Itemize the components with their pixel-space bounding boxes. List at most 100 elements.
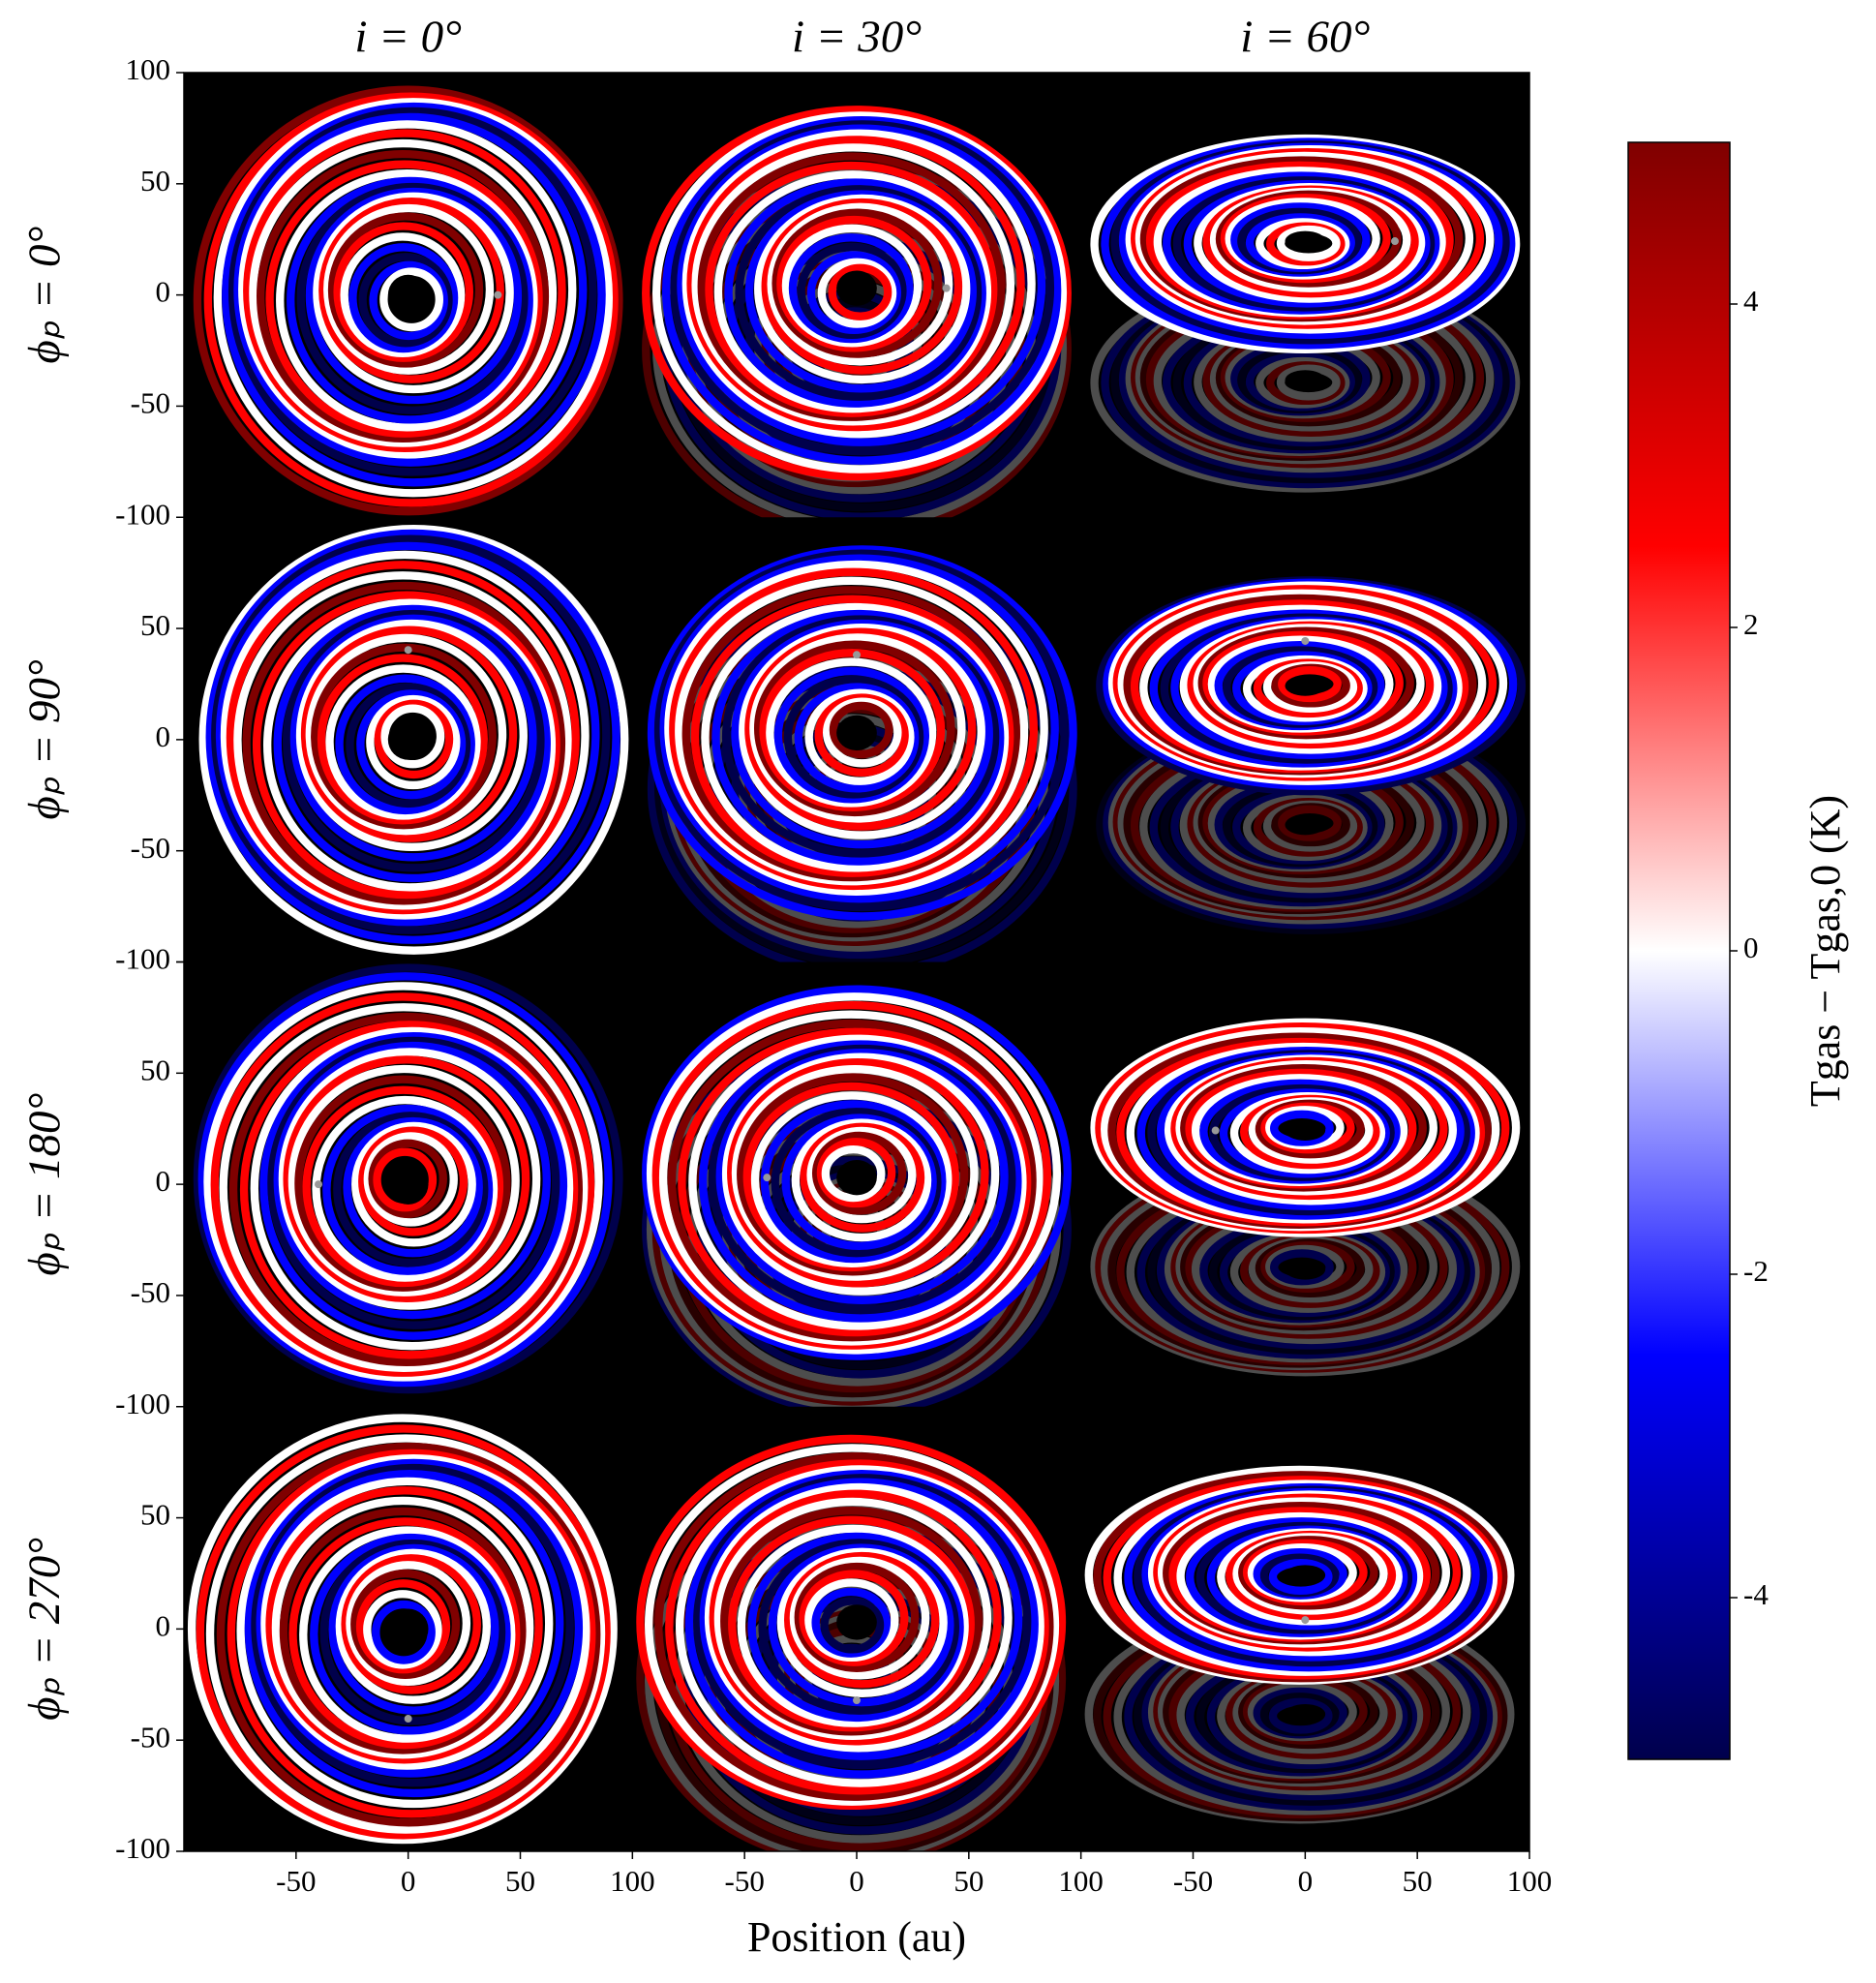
disk-ring [768, 1543, 954, 1707]
disk-ring [1242, 794, 1368, 862]
disk-ring [761, 198, 963, 375]
disk-ring [322, 1104, 494, 1275]
disk-ring [709, 1489, 1002, 1746]
disk-ring [711, 609, 1005, 866]
disk-ring [658, 1010, 1044, 1346]
planet [853, 651, 861, 659]
disk-ring [328, 1543, 499, 1715]
disk-panel [642, 985, 1072, 1407]
disk-ring [198, 524, 629, 955]
disk-ring [243, 129, 566, 453]
disk-ring [265, 160, 543, 438]
disk-ring [817, 258, 897, 328]
disk-surface [642, 985, 1072, 1360]
planet [315, 1180, 322, 1189]
x-tick-label: 100 [1507, 1864, 1553, 1898]
disk-ring [797, 242, 907, 340]
planet [1301, 1616, 1310, 1625]
disk-ring [767, 202, 953, 366]
disk-ring [760, 1100, 947, 1264]
planet [763, 1174, 772, 1182]
disk-ring [242, 581, 566, 905]
disk-ring [681, 129, 1036, 439]
disk-ring [203, 92, 619, 507]
disk-surface [1096, 576, 1527, 796]
disk-ring [216, 1442, 601, 1827]
disk-hole [1285, 675, 1326, 696]
disk-ring [238, 120, 577, 459]
disk-hole [387, 719, 429, 760]
disk-ring [800, 1122, 925, 1233]
disk-ring [735, 185, 983, 401]
colorbar-tick-label: 2 [1743, 607, 1759, 641]
disk-ring [369, 260, 448, 341]
disk-ring [820, 1597, 885, 1654]
disk-ring [341, 1554, 481, 1694]
disk-panel [187, 1414, 618, 1845]
disk-ring [380, 704, 445, 769]
y-tick-label: -50 [131, 1275, 170, 1309]
disk-ring [646, 992, 1062, 1355]
disk-ring [659, 554, 1059, 903]
disk-ring [205, 529, 620, 944]
column-title: i = 60° [1240, 12, 1370, 62]
disk-surface [647, 545, 1077, 921]
disk-ring [821, 1144, 886, 1203]
disk-ring [273, 1041, 551, 1320]
disk-ring [222, 102, 606, 487]
disk-ring [287, 176, 533, 424]
disk-ring [750, 1091, 953, 1267]
disk-ring [256, 149, 550, 443]
disk-ring [249, 138, 558, 447]
disk-surface [1084, 1465, 1515, 1685]
disk-ring [677, 124, 1046, 446]
disk-ring [675, 1465, 1044, 1787]
disk-ring [299, 1526, 516, 1743]
disk-ring [227, 107, 597, 476]
y-tick-label: 0 [156, 275, 171, 309]
disk-ring [372, 1600, 436, 1664]
row-label: ϕₚ = 180° [19, 1092, 70, 1275]
disk-ring [794, 683, 920, 793]
disk-ring [783, 1551, 940, 1689]
disk-ring [829, 701, 893, 759]
x-tick-label: 0 [849, 1864, 864, 1898]
disk-ring [335, 1548, 491, 1704]
disk-ring [1260, 1241, 1355, 1293]
planet [404, 646, 412, 655]
disk-ring [271, 1496, 534, 1759]
disk-hole [387, 274, 429, 316]
disk-ring [363, 1132, 458, 1227]
disk-ring [374, 699, 454, 779]
disk-ring [653, 549, 1069, 912]
disk-ring [211, 534, 611, 934]
disk-ring [776, 215, 932, 352]
disk-ring [1266, 361, 1346, 406]
disk-ring [766, 657, 937, 808]
disk-ring [203, 982, 603, 1382]
disk-ring [1276, 364, 1341, 401]
disk-ring [1268, 1558, 1333, 1596]
disk-hole [836, 1604, 877, 1640]
disk-ring [327, 212, 484, 368]
disk-ring [1253, 1687, 1347, 1739]
x-tick-label: -50 [276, 1864, 316, 1898]
disk-ring [265, 1486, 543, 1764]
disk-panel [1090, 134, 1521, 493]
y-tick-label: -50 [131, 386, 170, 420]
disk-ring [311, 643, 497, 830]
disk-ring [698, 1040, 1022, 1323]
disk-ring [210, 992, 595, 1377]
disk-ring [737, 1524, 969, 1727]
disk-ring [1245, 351, 1355, 412]
disk-ring [678, 1027, 1032, 1337]
y-tick-label: 0 [156, 1608, 171, 1642]
disk-ring [693, 1474, 1032, 1770]
disk-ring [187, 1414, 618, 1845]
y-tick-label: 50 [140, 1053, 170, 1086]
disk-ring [193, 963, 623, 1394]
disk-panel [193, 963, 623, 1394]
disk-panel [647, 545, 1077, 962]
disk-ring [1278, 805, 1342, 841]
